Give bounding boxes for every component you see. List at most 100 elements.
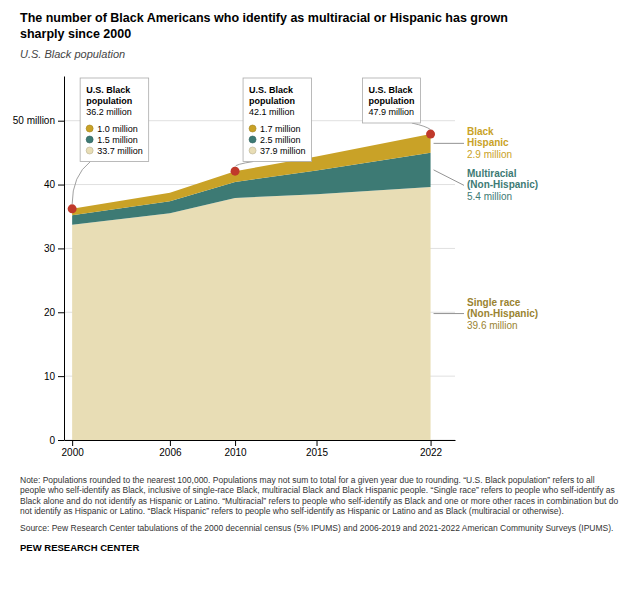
callout-total: 36.2 million — [86, 107, 132, 117]
callout-header: population — [369, 96, 415, 106]
callout-box — [243, 78, 312, 162]
y-tick-mark — [58, 440, 64, 441]
title-line: The number of Black Americans who identi… — [20, 11, 508, 25]
source: Source: Pew Research Center tabulations … — [20, 523, 613, 533]
x-axis-line — [65, 440, 456, 441]
y-tick: 50 million — [13, 115, 64, 126]
y-tick-mark — [58, 121, 64, 122]
callout: U.S. Blackpopulation47.9 million — [363, 78, 421, 123]
y-axis-line — [64, 77, 65, 441]
callout-header: U.S. Black — [369, 85, 414, 95]
y-tick: 10 — [44, 371, 64, 382]
y-tick: 20 — [44, 307, 64, 318]
plot-area — [68, 130, 435, 440]
callout-header: population — [249, 96, 295, 106]
callout-box — [363, 78, 421, 123]
y-tick-label: 50 million — [13, 115, 55, 126]
x-tick: 2000 — [62, 440, 85, 458]
callout-leader — [235, 162, 253, 167]
x-tick: 2015 — [306, 440, 329, 458]
series-label: Single race(Non-Hispanic)39.6 million — [434, 297, 539, 331]
y-tick-label: 0 — [49, 435, 55, 446]
series-name: (Non-Hispanic) — [467, 308, 538, 319]
x-tick: 2022 — [420, 440, 443, 458]
y-tick: 0 — [49, 435, 64, 446]
title: The number of Black Americans who identi… — [20, 11, 508, 41]
source-line: Source: Pew Research Center tabulations … — [20, 523, 613, 533]
callout-leader — [412, 123, 431, 130]
callout-item: 1.5 million — [97, 135, 138, 145]
label-leader — [434, 170, 464, 185]
note: Note: Populations rounded to the nearest… — [20, 475, 618, 517]
subtitle: U.S. Black population — [20, 48, 125, 60]
y-tick-mark — [58, 312, 64, 313]
x-tick-label: 2010 — [224, 447, 247, 458]
x-tick: 2010 — [224, 440, 247, 458]
series-value: 5.4 million — [467, 191, 512, 202]
callout-header: U.S. Black — [249, 85, 294, 95]
callout-swatch — [249, 147, 256, 154]
callout-item: 1.7 million — [260, 124, 301, 134]
x-tick-mark — [170, 440, 171, 446]
callout-total: 47.9 million — [369, 107, 415, 117]
x-tick-mark — [235, 440, 236, 446]
y-tick-label: 40 — [44, 179, 56, 190]
callout-item: 1.0 million — [97, 124, 138, 134]
note-line: not identify as Hispanic or Latino. “Bla… — [20, 506, 564, 516]
callouts: U.S. Blackpopulation36.2 million1.0 mill… — [72, 78, 430, 204]
area — [72, 153, 430, 225]
y-axis: 0 10 20 30 40 50 million — [13, 77, 65, 446]
series-name: Single race — [467, 297, 521, 308]
series-label: BlackHispanic2.9 million — [434, 126, 512, 160]
x-tick-label: 2006 — [159, 447, 182, 458]
x-tick-mark — [72, 440, 73, 446]
note-line: Black alone and do not identify as Hispa… — [20, 496, 618, 506]
y-tick-mark — [58, 248, 64, 249]
total-dot — [426, 130, 435, 139]
series-name: (Non-Hispanic) — [467, 179, 538, 190]
callout-header: population — [86, 96, 132, 106]
series-labels: BlackHispanic2.9 millionMultiracial(Non-… — [434, 126, 539, 330]
callout-item: 2.5 million — [260, 135, 301, 145]
callout-item: 37.9 million — [260, 146, 306, 156]
x-tick: 2006 — [159, 440, 182, 458]
y-tick: 40 — [44, 179, 64, 190]
callout-leader — [72, 162, 90, 205]
callout-swatch — [86, 136, 93, 143]
title-line: sharply since 2000 — [20, 27, 131, 41]
series-name: Multiracial — [467, 168, 517, 179]
callout: U.S. Blackpopulation42.1 million 1.7 mill… — [243, 78, 312, 162]
y-tick-mark — [58, 185, 64, 186]
series-name: Black — [467, 126, 494, 137]
chart: The number of Black Americans who identi… — [0, 0, 640, 600]
credit: PEW RESEARCH CENTER — [20, 542, 139, 553]
x-tick-label: 2015 — [306, 447, 329, 458]
grid — [64, 121, 455, 440]
callout: U.S. Blackpopulation36.2 million 1.0 mill… — [80, 78, 149, 162]
label-leader — [434, 313, 464, 314]
callout-swatch — [86, 147, 93, 154]
x-tick-label: 2022 — [420, 447, 443, 458]
y-tick-label: 10 — [44, 371, 56, 382]
callout-box — [80, 78, 149, 162]
callout-swatch — [249, 136, 256, 143]
callout-item: 33.7 million — [97, 146, 143, 156]
y-tick-label: 20 — [44, 307, 56, 318]
note-line: Note: Populations rounded to the nearest… — [20, 475, 595, 485]
area — [72, 187, 430, 440]
callout-total: 42.1 million — [249, 107, 295, 117]
series-value: 2.9 million — [467, 149, 512, 160]
total-dot — [68, 204, 77, 213]
x-tick-mark — [317, 440, 318, 446]
y-tick: 30 — [44, 243, 64, 254]
series-value: 39.6 million — [467, 320, 518, 331]
callout-swatch — [249, 125, 256, 132]
total-dot — [231, 167, 240, 176]
y-tick-label: 30 — [44, 243, 56, 254]
x-axis: 2000 2006 2010 2015 2022 — [62, 440, 456, 458]
callout-swatch — [86, 125, 93, 132]
x-tick-label: 2000 — [62, 447, 85, 458]
series-name: Hispanic — [467, 137, 509, 148]
series-label: Multiracial(Non-Hispanic)5.4 million — [434, 168, 539, 202]
callout-header: U.S. Black — [86, 85, 131, 95]
